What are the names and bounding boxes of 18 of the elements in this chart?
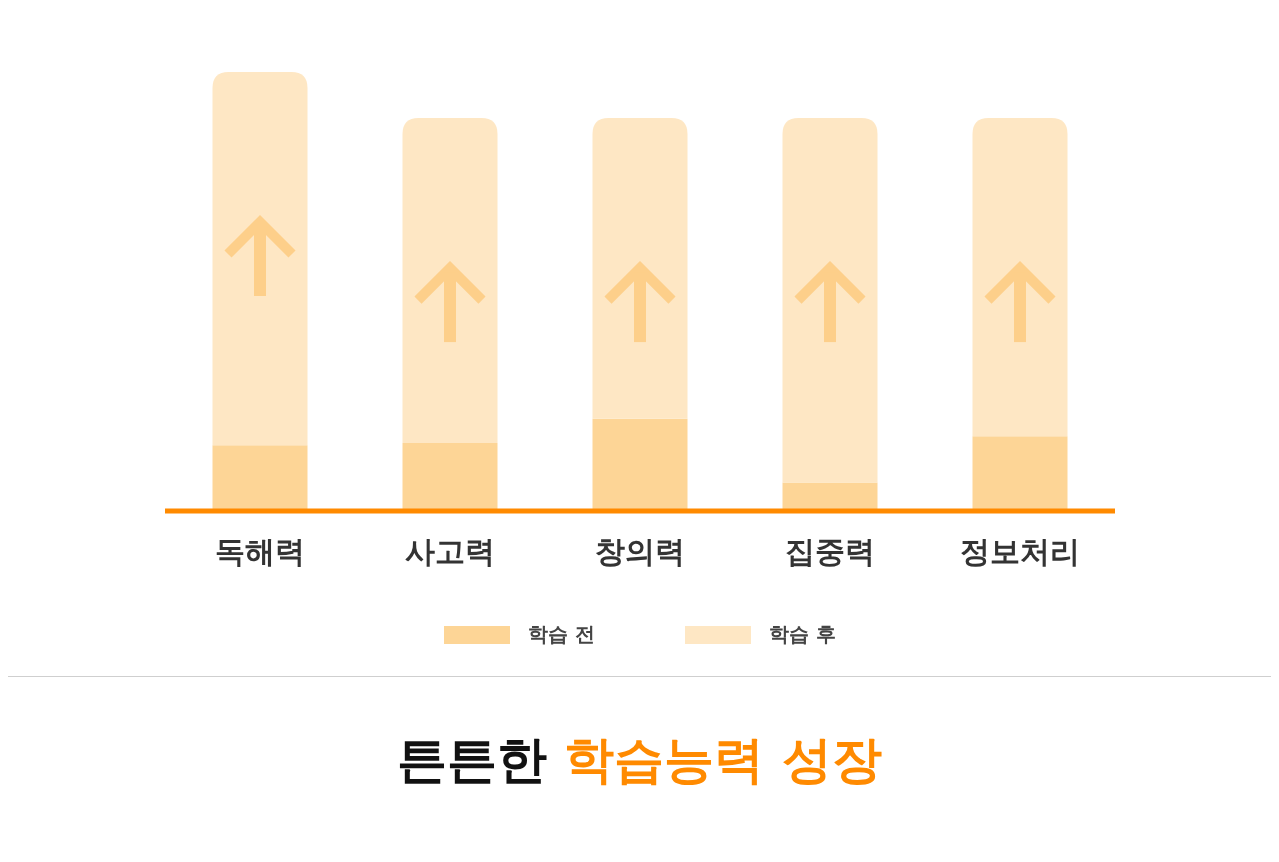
legend-label: 학습 후 <box>769 621 836 648</box>
x-tick-label: 정보처리 <box>960 534 1080 570</box>
bar <box>592 118 688 419</box>
legend-label: 학습 전 <box>528 621 595 648</box>
bar <box>782 482 878 511</box>
x-tick-label: 창의력 <box>595 534 685 570</box>
x-tick-label: 집중력 <box>785 534 875 570</box>
x-tick-label: 독해력 <box>215 534 305 570</box>
bar <box>212 72 308 446</box>
bar <box>592 418 688 511</box>
bar <box>972 436 1068 511</box>
bar <box>402 118 498 443</box>
bar <box>972 118 1068 437</box>
bar <box>402 442 498 511</box>
bar <box>212 445 308 511</box>
x-tick-label: 사고력 <box>405 534 495 570</box>
text: 튼튼한 학습능력 성장 <box>397 731 882 789</box>
bar <box>782 118 878 483</box>
